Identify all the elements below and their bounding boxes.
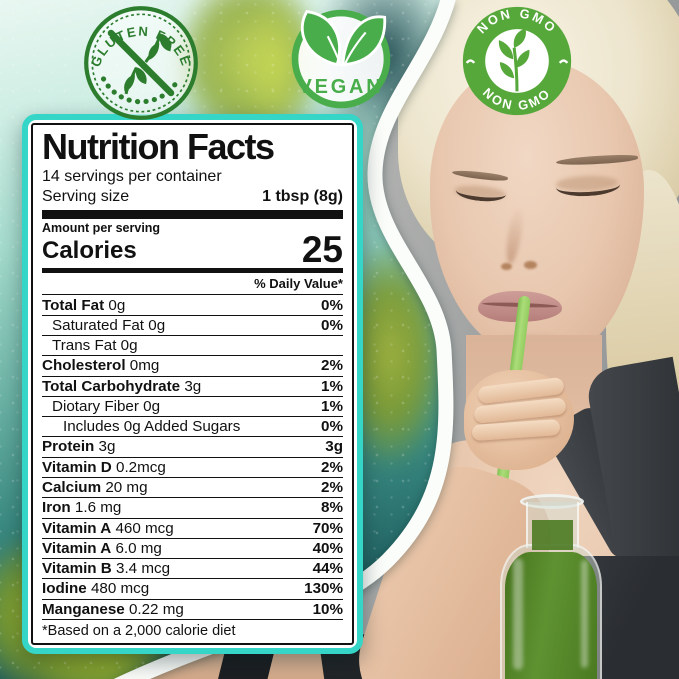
nutrition-row: Manganese 0.22 mg 10% xyxy=(42,600,343,620)
green-juice xyxy=(532,520,573,550)
nutrition-row: Vitamin A 460 mcg 70% xyxy=(42,519,343,539)
nostril xyxy=(501,263,512,270)
vegan-text: VEGAN xyxy=(298,76,383,98)
nutrient-daily-value: 3g xyxy=(325,438,343,456)
nutrition-facts-title: Nutrition Facts xyxy=(42,126,275,167)
vegan-badge: VEGAN xyxy=(286,4,396,119)
green-juice xyxy=(505,552,597,679)
nutrition-rows: Total Fat 0g 0% Saturated Fat 0g 0% Tran… xyxy=(42,295,343,620)
serving-size-label: Serving size xyxy=(42,188,130,206)
nutrient-name: Vitamin D 0.2mcg xyxy=(42,458,166,476)
nutrition-row: Protein 3g 3g xyxy=(42,437,343,458)
glass-highlight xyxy=(513,558,523,670)
nutrition-row: Total Fat 0g 0% xyxy=(42,295,343,316)
sprout-icon xyxy=(498,28,530,92)
calories-row: Calories 25 xyxy=(42,229,343,271)
nutrient-daily-value: 2% xyxy=(321,458,343,476)
divider-bar xyxy=(42,210,343,220)
nutrition-row: Calcium 20 mg 2% xyxy=(42,478,343,499)
nutrition-facts-inner: Nutrition Facts 14 servings per containe… xyxy=(31,123,354,645)
nutrition-row: Cholesterol 0mg 2% xyxy=(42,356,343,377)
nutrient-name: Calcium 20 mg xyxy=(42,479,148,497)
side-dash-icon xyxy=(465,59,476,64)
nutrition-row: Includes 0g Added Sugars 0% xyxy=(42,417,343,438)
nutrient-daily-value: 10% xyxy=(312,600,343,618)
nutrition-row: Iron 1.6 mg 8% xyxy=(42,498,343,519)
nutrient-daily-value: 70% xyxy=(312,519,343,537)
vegan-stamp: VEGAN xyxy=(291,9,391,109)
side-dash-icon xyxy=(558,59,569,64)
nutrition-row: Total Carbohydrate 3g 1% xyxy=(42,377,343,397)
gluten-free-stamp: GLUTEN FREE xyxy=(84,6,198,120)
nutrient-name: Total Carbohydrate 3g xyxy=(42,377,202,395)
servings-per-container: 14 servings per container xyxy=(42,167,222,185)
nutrient-name: Vitamin A 6.0 mg xyxy=(42,539,162,557)
nutrient-daily-value: 40% xyxy=(312,539,343,557)
nutrition-row: Vitamin A 6.0 mg 40% xyxy=(42,539,343,560)
nutrient-name: Vitamin B 3.4 mcg xyxy=(42,560,171,578)
nutrient-name: Cholesterol 0mg xyxy=(42,357,160,375)
nutrient-daily-value: 0% xyxy=(321,296,343,314)
nutrient-name: Manganese 0.22 mg xyxy=(42,600,184,618)
nutrient-daily-value: 0% xyxy=(321,316,343,334)
nutrient-name: Total Fat 0g xyxy=(42,296,126,314)
nutrient-daily-value: 0% xyxy=(321,418,343,436)
nutrient-daily-value: 44% xyxy=(312,560,343,578)
serving-size-value: 1 tbsp (8g) xyxy=(262,188,343,206)
glass-highlight xyxy=(581,560,588,668)
nutrient-daily-value: 2% xyxy=(321,357,343,375)
nutrient-name: Vitamin A 460 mcg xyxy=(42,519,174,537)
non-gmo-stamp: NON GMO NON GMO xyxy=(462,6,572,116)
calories-value: 25 xyxy=(301,229,343,271)
label-footnote: *Based on a 2,000 calorie diet xyxy=(42,623,236,640)
nutrient-daily-value: 1% xyxy=(321,397,343,415)
gluten-free-badge: GLUTEN FREE xyxy=(82,4,200,127)
nutrition-row: Vitamin B 3.4 mcg 44% xyxy=(42,559,343,580)
daily-value-header: % Daily Value* xyxy=(42,273,343,296)
nostril xyxy=(524,261,537,269)
nutrient-name: Protein 3g xyxy=(42,438,116,456)
non-gmo-badge: NON GMO NON GMO xyxy=(460,4,574,123)
nutrition-row: Iodine 480 mcg 130% xyxy=(42,579,343,600)
nutrient-name: Iron 1.6 mg xyxy=(42,499,122,517)
serving-size-row: Serving size 1 tbsp (8g) xyxy=(42,187,343,206)
nutrient-daily-value: 1% xyxy=(321,377,343,395)
nutrient-name: Trans Fat 0g xyxy=(52,337,138,355)
nutrient-name: Diotary Fiber 0g xyxy=(52,397,161,415)
nutrition-row: Vitamin D 0.2mcg 2% xyxy=(42,458,343,479)
nutrient-daily-value: 2% xyxy=(321,479,343,497)
nutrition-row: Saturated Fat 0g 0% xyxy=(42,316,343,337)
nutrient-name: Iodine 480 mcg xyxy=(42,580,150,598)
nutrient-name: Saturated Fat 0g xyxy=(52,316,166,334)
nutrient-daily-value: 130% xyxy=(304,580,343,598)
nutrition-facts-label: Nutrition Facts 14 servings per containe… xyxy=(22,114,363,654)
nutrition-row: Diotary Fiber 0g 1% xyxy=(42,397,343,418)
nutrition-row: Trans Fat 0g xyxy=(42,336,343,357)
calories-label: Calories xyxy=(42,237,137,265)
nutrient-daily-value: 8% xyxy=(321,499,343,517)
nutrient-name: Includes 0g Added Sugars xyxy=(63,418,241,436)
